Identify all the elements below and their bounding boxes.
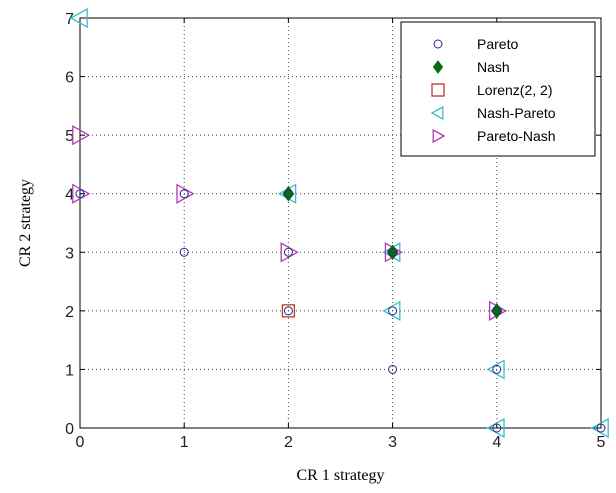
legend-label: Nash (477, 59, 510, 75)
y-tick-label: 6 (65, 70, 74, 87)
data-point (492, 306, 502, 316)
x-tick-label: 3 (388, 434, 397, 451)
data-point (388, 306, 398, 316)
legend-marker (432, 60, 444, 74)
x-tick-label: 0 (76, 434, 85, 451)
data-point (176, 183, 195, 204)
legend-label: Pareto-Nash (477, 128, 556, 144)
legend-label: Nash-Pareto (477, 105, 556, 121)
data-point (388, 247, 398, 257)
data-point (283, 247, 293, 257)
y-tick-label: 0 (65, 421, 74, 438)
data-point (280, 242, 299, 263)
data-point (69, 7, 88, 29)
y-tick-label: 5 (65, 128, 74, 145)
data-point (283, 189, 293, 199)
legend-label: Lorenz(2, 2) (477, 82, 552, 98)
x-tick-label: 5 (597, 434, 606, 451)
data-point (486, 417, 505, 439)
x-tick-label: 2 (284, 434, 293, 451)
x-tick-label: 4 (492, 434, 501, 451)
y-tick-label: 2 (65, 304, 74, 321)
y-tick-label: 1 (65, 362, 74, 379)
x-axis-label: CR 1 strategy (297, 467, 385, 484)
y-tick-label: 4 (65, 187, 74, 204)
data-point (382, 300, 401, 321)
legend-label: Pareto (477, 36, 518, 52)
data-point (179, 247, 189, 257)
y-axis-ticks: 0 1 2 3 4 5 6 7 (65, 11, 601, 438)
legend: Pareto Nash Lorenz(2, 2) Nash-Pareto Pareto-… (400, 21, 596, 157)
series-pareto (75, 189, 606, 433)
y-tick-label: 7 (65, 11, 74, 28)
legend-marker (430, 105, 444, 121)
data-point (492, 423, 502, 433)
data-point (75, 189, 85, 199)
data-point (72, 125, 91, 146)
legend-marker (432, 128, 446, 144)
y-tick-label: 3 (65, 245, 74, 262)
x-tick-label: 1 (180, 434, 189, 451)
y-axis-label: CR 2 strategy (17, 179, 34, 267)
data-point (281, 304, 296, 318)
data-points (69, 7, 609, 439)
data-point (486, 359, 505, 380)
data-point (492, 364, 502, 374)
plot-area-frame (79, 17, 602, 429)
series-lorenz-2-2 (281, 304, 296, 318)
legend-marker (433, 39, 443, 49)
data-point (596, 423, 606, 433)
data-point (179, 189, 189, 199)
data-point (388, 364, 398, 374)
data-point (72, 183, 91, 204)
legend-marker (431, 83, 445, 97)
data-point (590, 417, 609, 439)
data-point (283, 306, 293, 316)
x-axis-ticks: 0 1 2 3 4 5 (76, 18, 606, 451)
